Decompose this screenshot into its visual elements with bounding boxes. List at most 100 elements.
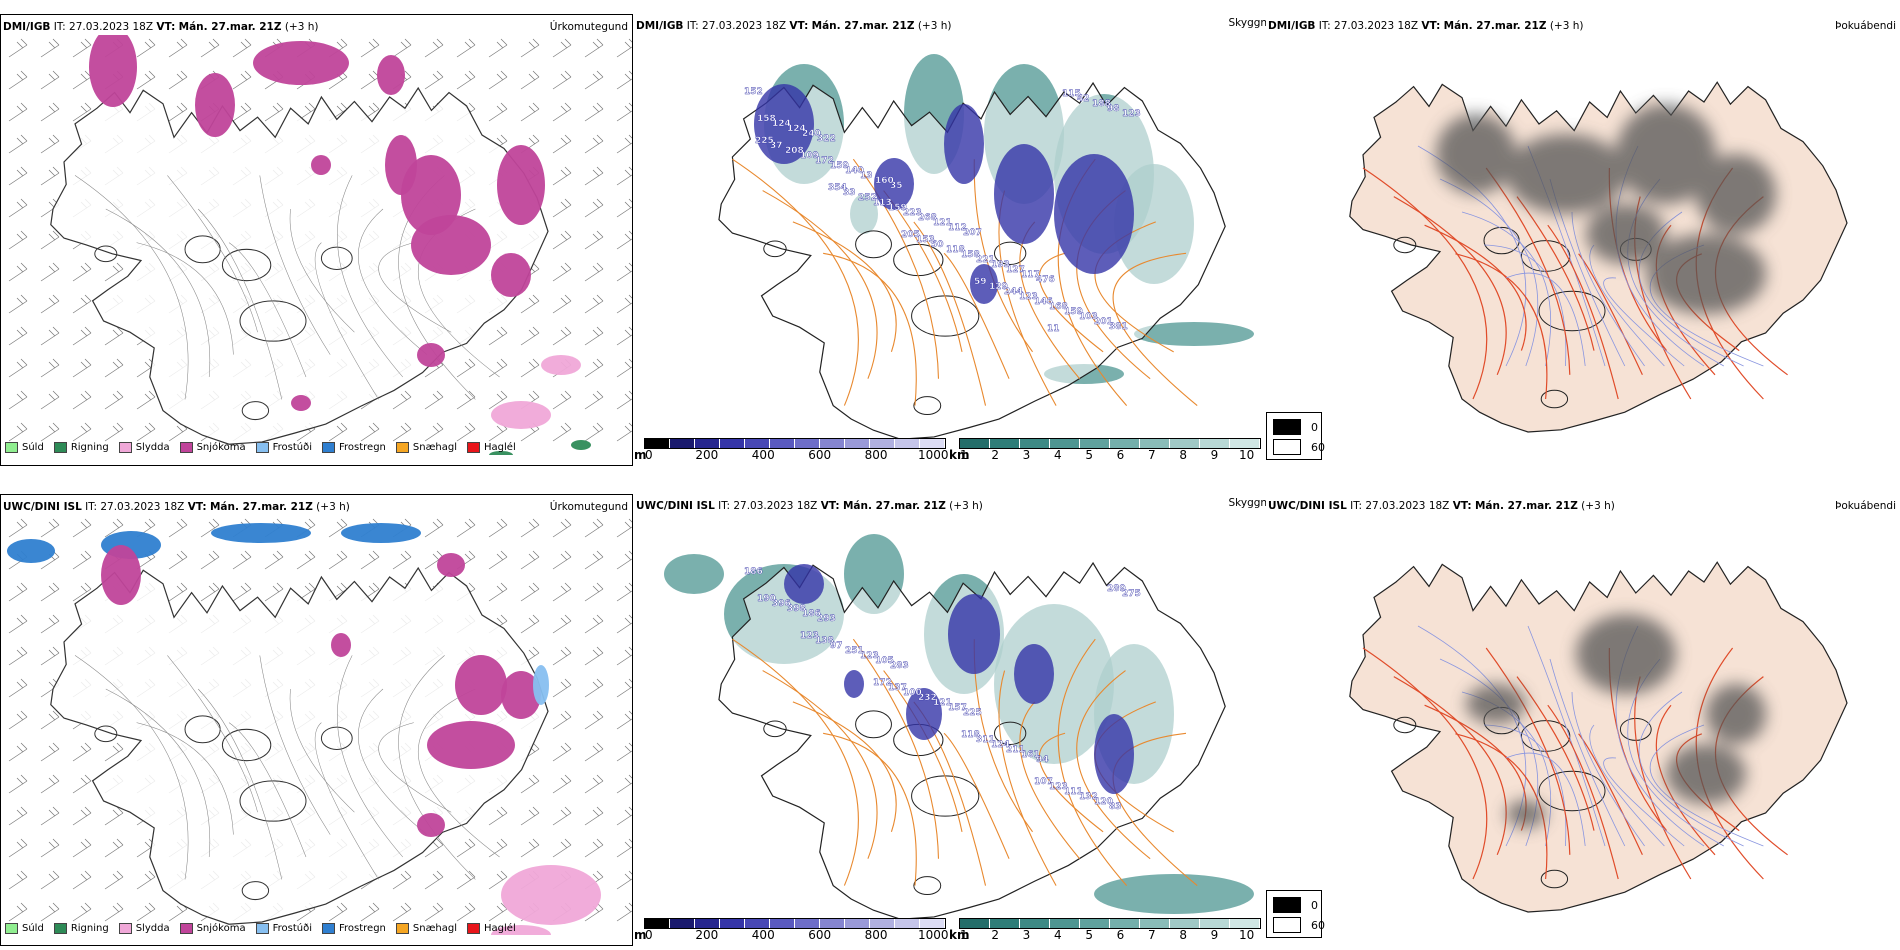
legend-label: Snjókoma	[196, 442, 246, 453]
legend-label: Snæhagl	[412, 923, 458, 934]
precip-legend-item: Rigning	[53, 923, 109, 934]
legend-swatch	[255, 923, 269, 934]
colorbar-segment	[720, 439, 745, 448]
colorbar-tick: 8	[1179, 448, 1187, 462]
iceland-map	[1349, 561, 1848, 913]
legend-label: Snjókoma	[196, 923, 246, 934]
height-label: 211	[1006, 745, 1025, 755]
height-label: 240	[802, 129, 821, 139]
panel-title: DMI/IGB IT: 27.03.2023 18Z VT: Mán. 27.m…	[3, 21, 319, 33]
visibility-panel-bottom: UWC/DINI ISL IT: 27.03.2023 18Z VT: Mán.…	[634, 494, 1268, 946]
iceland-map	[8, 35, 632, 455]
colorbar-segment	[1230, 919, 1260, 928]
legend-label: Haglél	[484, 442, 516, 453]
colorbar-segment	[770, 919, 795, 928]
fog-legend: 0 60	[1266, 890, 1325, 938]
precip-legend-item: Snæhagl	[395, 923, 458, 934]
height-label: 193	[991, 260, 1010, 270]
height-label: 354	[828, 183, 847, 193]
legend-swatch	[467, 923, 481, 934]
height-label: 172	[873, 678, 892, 688]
colorbar-segment	[1200, 439, 1230, 448]
legend-label: Frostregn	[339, 923, 386, 934]
height-label: 205	[901, 230, 920, 240]
colorbar-tick: 200	[695, 928, 719, 942]
height-label: 223	[903, 208, 922, 218]
colorbar-segment	[895, 919, 920, 928]
height-label: 124	[787, 124, 806, 134]
colorbar-segment	[920, 919, 945, 928]
height-label: 138	[815, 636, 834, 646]
colorbar-segment	[1110, 439, 1140, 448]
legend-swatch	[1273, 439, 1301, 455]
visibility-colorbar: km 1 2 3 4 5 6 7 8 9 10	[949, 916, 1261, 946]
colorbar-unit: km	[949, 928, 970, 942]
height-label: 105	[875, 656, 894, 666]
iceland-map: 1862932832259483186105157161120398123121…	[664, 534, 1254, 920]
panel-variable-label: Þokuábendi	[1835, 20, 1896, 32]
height-label: 244	[1004, 287, 1023, 297]
legend-swatch	[467, 442, 481, 453]
colorbar-segment	[670, 919, 695, 928]
height-label: 59	[974, 277, 987, 287]
height-label: 186	[802, 609, 821, 619]
legend-swatch	[118, 442, 132, 453]
height-label: 124	[772, 119, 791, 129]
colorbar-tick: 5	[1085, 448, 1093, 462]
height-label: 109	[800, 151, 819, 161]
height-label: 129	[989, 282, 1008, 292]
height-label: 251	[845, 646, 864, 656]
height-label: 190	[757, 594, 776, 604]
height-label: 118	[946, 245, 965, 255]
colorbar-strip	[959, 918, 1261, 929]
height-label: 98	[1107, 104, 1120, 114]
height-label: 225	[755, 136, 774, 146]
colorbar-segment	[1170, 439, 1200, 448]
height-label: 168	[1049, 302, 1068, 312]
height-label: 225	[963, 708, 982, 718]
height-label: 42	[1077, 94, 1090, 104]
colorbar-segment	[870, 919, 895, 928]
legend-label: Slydda	[135, 442, 170, 453]
colorbar-strip	[644, 438, 946, 449]
colorbar-segment	[845, 919, 870, 928]
height-label: 120	[1094, 797, 1113, 807]
colorbar-tick: 200	[695, 448, 719, 462]
colorbar-segment	[1230, 439, 1260, 448]
colorbar-segment	[1170, 919, 1200, 928]
colorbar-tick: 6	[1116, 928, 1125, 942]
precip-legend-item: Frostúði	[255, 923, 312, 934]
height-label: 100	[903, 688, 922, 698]
legend-label: Haglél	[484, 923, 516, 934]
panel-variable-label: Úrkomutegund	[549, 21, 628, 33]
colorbar-unit: m	[634, 448, 647, 462]
height-label: 83	[1109, 802, 1122, 812]
panel-title: DMI/IGB IT: 27.03.2023 18Z VT: Mán. 27.m…	[636, 20, 952, 32]
colorbar-tick: 1000	[918, 448, 949, 462]
colorbar-segment	[795, 439, 820, 448]
height-label: 207	[963, 228, 982, 238]
panel-variable-label: Þokuábendi	[1835, 500, 1896, 512]
fog-legend: 0 60	[1266, 412, 1325, 460]
panel-title: UWC/DINI ISL IT: 27.03.2023 18Z VT: Mán.…	[636, 500, 983, 512]
colorbar-tick: 10	[1239, 448, 1255, 462]
legend-swatch	[395, 923, 409, 934]
height-label: 172	[815, 156, 834, 166]
colorbar-tick: 800	[864, 928, 888, 942]
colorbar-segment	[745, 919, 770, 928]
height-label: 111	[1064, 787, 1083, 797]
precip-legend: Súld Rigning Slydda Snjókoma Frostúði Frostre…	[5, 442, 516, 453]
colorbar-tick: 600	[808, 928, 832, 942]
colorbar-segment	[845, 439, 870, 448]
colorbar-tick: 10	[1239, 928, 1255, 942]
height-colorbar: m 0 200 400 600 800 1000	[634, 916, 949, 946]
height-label: 159	[888, 203, 907, 213]
fog-legend-item: 0	[1273, 419, 1318, 435]
precip-legend-item: Snjókoma	[179, 923, 246, 934]
legend-label: Frostúði	[272, 442, 312, 453]
colorbar-tick: 5	[1085, 928, 1093, 942]
colorbar-tick: 9	[1210, 448, 1219, 462]
colorbar-segment	[745, 439, 770, 448]
height-label: 50	[931, 240, 944, 250]
colorbar-tick: 800	[864, 448, 888, 462]
